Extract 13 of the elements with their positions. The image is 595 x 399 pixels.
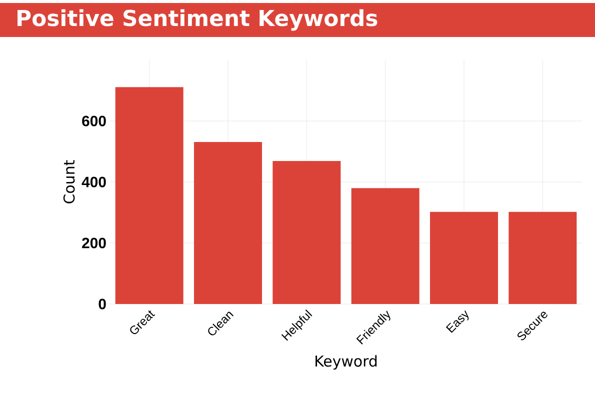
bar <box>508 212 577 304</box>
y-axis-title: Count <box>63 160 75 204</box>
chart-title: Positive Sentiment Keywords <box>18 9 378 31</box>
bar <box>430 212 498 304</box>
bar <box>351 188 420 304</box>
x-axis-title: Keyword <box>316 355 377 370</box>
bar <box>272 160 341 304</box>
bar <box>115 87 184 304</box>
y-tick-label: 600 <box>82 116 106 126</box>
y-tick-label: 200 <box>82 238 106 248</box>
y-tick-label: 400 <box>82 176 106 188</box>
bar <box>194 142 262 304</box>
y-tick-label: 0 <box>98 298 106 310</box>
